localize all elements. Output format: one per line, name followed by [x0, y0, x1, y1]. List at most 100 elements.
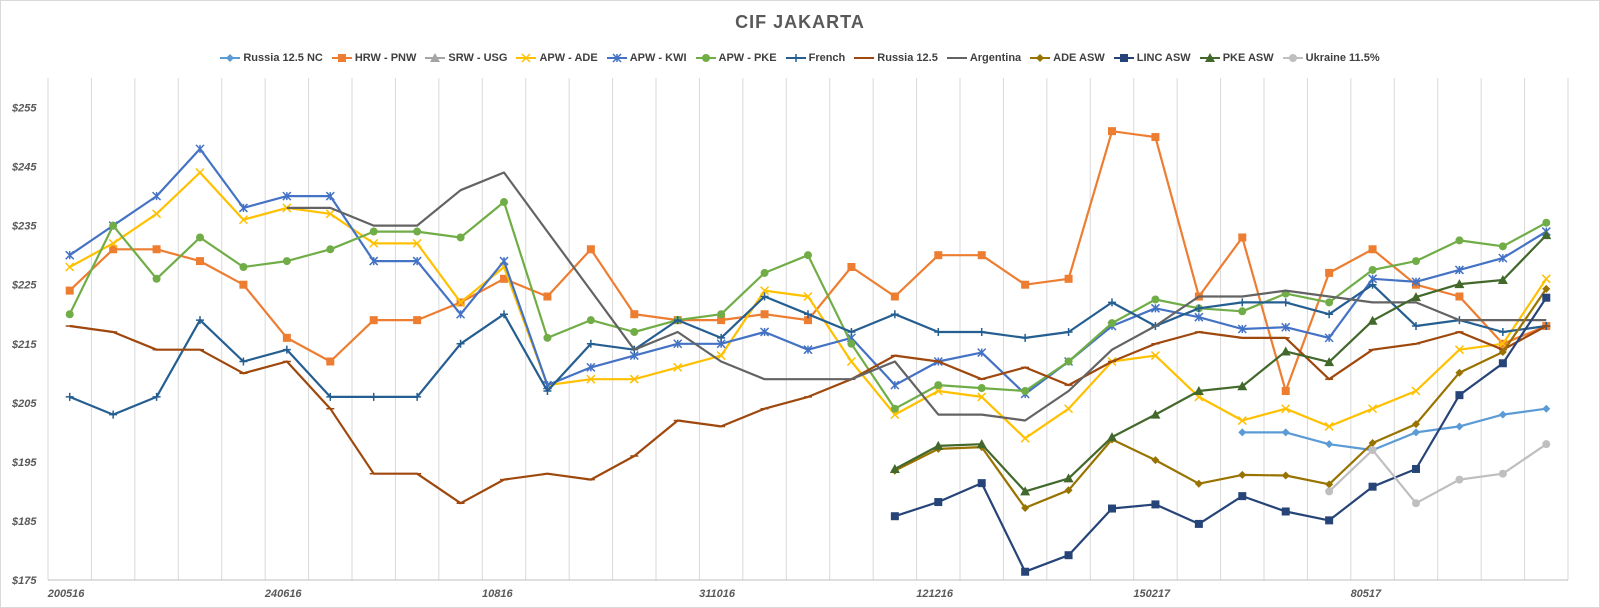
legend-swatch: [695, 54, 716, 62]
x-tick-label: 311016: [699, 588, 736, 600]
data-point: [543, 333, 552, 342]
series-argentina: [286, 171, 1547, 422]
data-point: [933, 386, 943, 396]
data-point: [1281, 387, 1290, 396]
data-point: [1498, 253, 1508, 263]
data-point: [152, 209, 162, 219]
data-point: [977, 479, 986, 488]
legend-item: Russia 12.5 NC: [220, 52, 323, 64]
series-line: [69, 147, 1547, 396]
data-point: [1021, 333, 1030, 342]
data-point: [1281, 404, 1291, 414]
data-point: [282, 345, 291, 354]
data-point: [282, 257, 291, 266]
data-point: [412, 256, 422, 266]
data-point: [803, 291, 813, 302]
data-point: [1281, 322, 1291, 332]
legend-item: Ukraine 11.5%: [1282, 52, 1380, 64]
y-tick-label: $185: [11, 516, 37, 528]
data-point: [1454, 265, 1464, 275]
data-point: [1064, 357, 1073, 366]
data-point: [1454, 279, 1465, 289]
data-point: [413, 316, 422, 325]
data-point: [934, 498, 943, 507]
data-point: [1281, 428, 1290, 437]
data-point: [1368, 404, 1378, 414]
legend-label: Russia 12.5: [877, 52, 938, 64]
x-tick-label: 200516: [47, 588, 86, 600]
data-point: [1151, 500, 1160, 509]
legend-swatch: [1113, 54, 1134, 62]
data-point: [1325, 516, 1334, 525]
data-point: [629, 374, 639, 384]
data-point: [1194, 479, 1203, 488]
data-point: [1151, 456, 1160, 465]
data-point: [196, 316, 204, 325]
data-point: [934, 327, 943, 336]
series-russia-12-5-nc: [1238, 404, 1551, 455]
data-point: [1498, 242, 1507, 251]
data-point: [673, 339, 683, 349]
data-point: [1063, 473, 1074, 483]
legend-label: ADE ASW: [1053, 52, 1105, 64]
data-point: [238, 215, 248, 225]
data-point: [1150, 351, 1160, 361]
data-point: [717, 316, 726, 325]
data-point: [1281, 471, 1290, 480]
legend-swatch-marker: [701, 54, 710, 62]
legend-item: SRW - USG: [425, 52, 507, 64]
legend-swatch-marker: [430, 53, 441, 62]
chart-title: CIF JAKARTA: [735, 12, 865, 32]
data-point: [1151, 133, 1160, 142]
legend-item: French: [785, 52, 845, 64]
data-point: [673, 362, 683, 372]
data-point: [630, 327, 639, 336]
data-point: [326, 392, 335, 401]
data-point: [586, 362, 596, 372]
series-line: [68, 200, 1547, 410]
data-point: [1455, 236, 1464, 245]
data-point: [716, 351, 726, 361]
data-point: [1237, 381, 1248, 391]
series-line: [286, 171, 1547, 422]
data-point: [630, 310, 639, 319]
data-point: [413, 392, 422, 401]
data-point: [325, 209, 335, 219]
data-point: [369, 316, 378, 325]
legend-swatch: [516, 53, 537, 63]
data-point: [890, 404, 899, 413]
legend-swatch: [854, 57, 875, 59]
legend-label: Russia 12.5 NC: [243, 52, 323, 64]
y-tick-label: $255: [11, 103, 37, 115]
legend-swatch-marker: [612, 53, 622, 63]
data-point: [1542, 284, 1551, 293]
series-apw-pke: [65, 198, 1551, 413]
legend-swatch-marker: [337, 54, 346, 62]
series-russia-12-5: [65, 324, 1551, 505]
data-point: [1238, 428, 1247, 437]
data-point: [239, 262, 248, 271]
y-tick-label: $215: [11, 339, 37, 351]
legend-swatch: [220, 54, 241, 62]
data-point: [1281, 507, 1290, 516]
data-point: [804, 316, 812, 325]
data-point: [977, 251, 986, 260]
y-tick-label: $205: [11, 398, 37, 410]
data-point: [1367, 315, 1378, 325]
data-point: [65, 286, 74, 295]
legend-item: PKE ASW: [1199, 52, 1274, 64]
data-point: [976, 439, 987, 449]
legend-swatch-marker: [791, 54, 800, 62]
chart-legend: Russia 12.5 NC HRW - PNW SRW - USG APW - AD…: [0, 52, 1600, 64]
data-point: [1021, 280, 1030, 289]
series-apw-ade: [65, 167, 1551, 443]
data-point: [933, 440, 944, 450]
data-point: [456, 297, 466, 307]
legend-label: APW - ADE: [539, 52, 598, 64]
legend-label: APW - KWI: [629, 52, 687, 64]
data-point: [1542, 440, 1551, 449]
data-point: [1238, 298, 1247, 307]
legend-swatch: [331, 54, 352, 62]
data-point: [1455, 391, 1464, 400]
series-line: [1242, 407, 1547, 452]
